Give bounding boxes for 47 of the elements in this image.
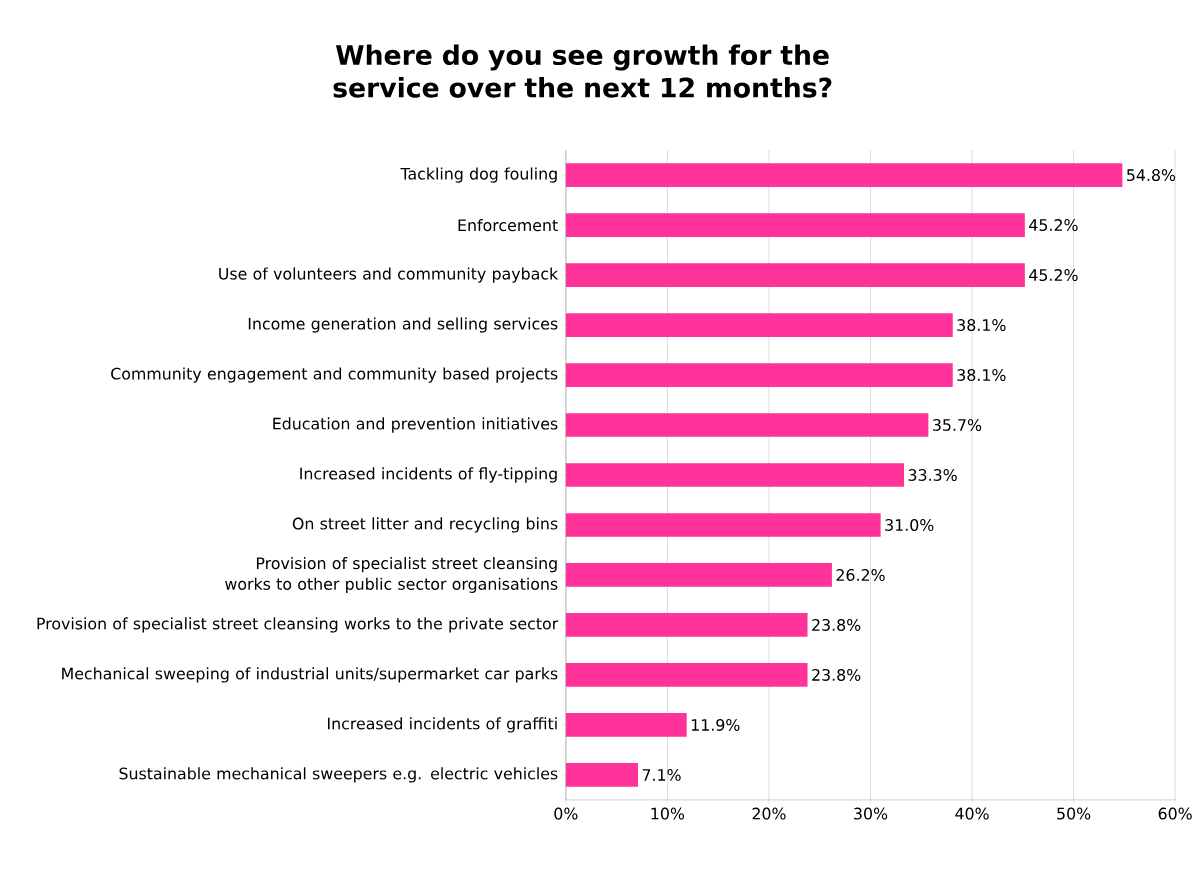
bar	[565, 563, 832, 587]
data-label: 23.8%	[812, 668, 861, 681]
y-tick-label: Increased incidents of fly-tipping	[300, 467, 557, 483]
y-tick-label: Sustainable mechanical sweepers e.g. electric vehicles	[119, 767, 558, 783]
x-tick-label: 50%	[1057, 807, 1091, 820]
data-label: 45.2%	[1029, 219, 1078, 232]
bar	[565, 313, 953, 337]
data-label: 26.2%	[836, 569, 885, 581]
data-label: 45.2%	[1029, 269, 1078, 282]
bar	[565, 763, 638, 787]
data-label: 33.3%	[908, 469, 957, 481]
y-tick-label: Use of volunteers and community payback	[219, 267, 559, 283]
x-tick-label: 20%	[752, 807, 786, 820]
y-tick-label: Increased incidents of graffiti	[328, 717, 557, 733]
y-tick-label: Provision of specialist street cleansing works to the private sector	[37, 617, 559, 633]
y-tick-label: Enforcement	[458, 218, 558, 232]
data-label: 38.1%	[957, 319, 1006, 332]
y-tick-label: Provision of specialist street cleansing works to other public sector organisations	[225, 556, 558, 593]
data-label: 54.8%	[1127, 169, 1176, 182]
bar	[565, 463, 905, 487]
bar	[565, 363, 953, 387]
y-tick-label: Income generation and selling services	[248, 317, 558, 333]
x-tick-label: 30%	[854, 807, 888, 820]
data-label: 31.0%	[885, 519, 934, 531]
x-tick-label: 10%	[651, 807, 685, 820]
x-tick-label: 40%	[955, 807, 989, 820]
bar	[565, 713, 687, 737]
bar	[565, 263, 1025, 287]
bar	[565, 513, 881, 537]
bar	[565, 163, 1123, 187]
bar	[565, 613, 808, 637]
data-label: 23.8%	[812, 618, 861, 631]
data-label: 35.7%	[933, 419, 982, 431]
y-tick-label: On street litter and recycling bins	[292, 517, 558, 533]
chart-title: Where do you see growth for the service over the next 12 months?	[333, 44, 832, 98]
y-tick-label: Mechanical sweeping of industrial units/supermarket car parks	[62, 667, 558, 683]
y-tick-label: Education and prevention initiatives	[273, 417, 558, 433]
bar	[565, 213, 1025, 237]
bar	[565, 663, 808, 687]
y-tick-label: Tackling dog fouling	[400, 167, 557, 183]
y-tick-label: Community engagement and community based projects	[111, 367, 558, 383]
data-label: 7.1%	[642, 768, 681, 781]
x-tick-label: 60%	[1158, 807, 1192, 820]
data-label: 11.9%	[691, 718, 740, 731]
x-tick-label: 0%	[554, 807, 578, 820]
bar	[565, 413, 929, 437]
data-label: 38.1%	[957, 369, 1006, 382]
